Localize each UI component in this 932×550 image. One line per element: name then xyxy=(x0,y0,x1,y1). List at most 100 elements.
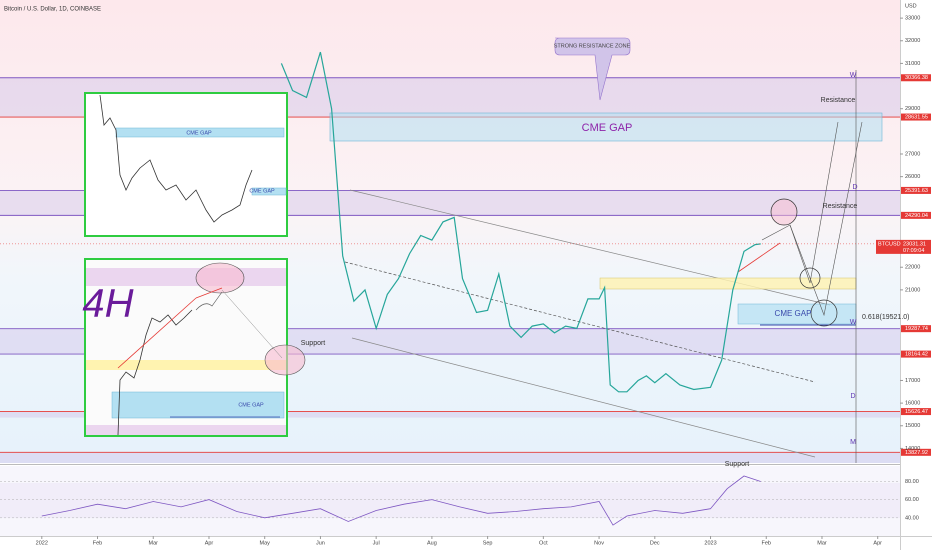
annotation: Resistance xyxy=(821,97,856,104)
y-tick-label: 33000 xyxy=(905,16,920,22)
y-tick-label: 21000 xyxy=(905,287,920,293)
level-tag xyxy=(901,350,931,358)
inset-circle xyxy=(264,344,306,376)
axes-layer: 30366.38 28631.55 25391.63 24290.04 19287.74… xyxy=(0,16,931,546)
chart-title: Bitcoin / U.S. Dollar, 1D, COINBASE xyxy=(4,7,101,13)
level-label: 24290.04 xyxy=(905,213,928,219)
x-tick-label: Feb xyxy=(93,540,102,546)
inset-gap xyxy=(111,391,285,419)
annotation: D xyxy=(850,393,855,400)
x-tick-label: 2022 xyxy=(36,540,48,546)
annotation: Resistance xyxy=(823,203,858,210)
level-tag xyxy=(901,448,931,456)
annotation: STRONG RESISTANCE ZONE xyxy=(554,43,631,49)
level-label: 19287.74 xyxy=(905,326,928,332)
level-label: 25391.63 xyxy=(905,188,928,194)
x-tick-label: Jul xyxy=(373,540,380,546)
annotation: Support xyxy=(301,340,326,347)
yellow-zone xyxy=(599,277,857,290)
y-tick-label: 16000 xyxy=(905,401,920,407)
series-layer xyxy=(0,51,900,393)
y-tick-label: 26000 xyxy=(905,174,920,180)
rsi-tick-label: 80.00 xyxy=(905,479,919,485)
y-tick-label: 27000 xyxy=(905,151,920,157)
inset-label: CME GAP xyxy=(186,130,212,136)
inset-price xyxy=(99,94,253,223)
inset-label: CME GAP xyxy=(238,402,264,408)
inset-label: 4H xyxy=(82,282,133,326)
annotation: M xyxy=(850,439,856,446)
x-tick-label: May xyxy=(260,540,271,546)
inset-arrow xyxy=(221,289,283,359)
x-tick-label: Aug xyxy=(427,540,437,546)
annotation: W xyxy=(850,72,857,79)
y-tick-label: 22000 xyxy=(905,265,920,271)
inset-band xyxy=(86,425,286,435)
x-tick-label: Apr xyxy=(873,540,882,546)
projection-arrow xyxy=(789,121,863,317)
level-tag xyxy=(901,186,931,194)
drawings xyxy=(329,37,883,463)
inset-trend xyxy=(117,297,197,369)
inset-yellow xyxy=(86,360,286,370)
level-label: 18164.42 xyxy=(905,352,928,358)
inset-path xyxy=(195,291,223,311)
retest-circle xyxy=(799,267,821,289)
level-tag xyxy=(901,113,931,121)
inset-frame xyxy=(84,92,288,237)
currency: USD xyxy=(905,3,917,9)
channel-mid xyxy=(344,261,816,383)
level-tag xyxy=(901,211,931,219)
x-tick-label: Mar xyxy=(149,540,159,546)
annotation: 0.618(19521.0) xyxy=(862,314,909,321)
inset-circle xyxy=(195,262,245,294)
x-tick-label: Nov xyxy=(594,540,604,546)
rsi-line xyxy=(41,475,761,526)
inset-price xyxy=(117,309,193,436)
annotation: D xyxy=(852,184,857,191)
rsi-tick-label: 40.00 xyxy=(905,515,919,521)
x-tick-label: Dec xyxy=(650,540,660,546)
symbol-label: BTCUSD xyxy=(878,241,901,247)
level-band xyxy=(0,411,900,418)
x-tick-label: Jun xyxy=(316,540,325,546)
level-tag xyxy=(901,74,931,82)
x-tick-label: Mar xyxy=(817,540,827,546)
y-tick-label: 17000 xyxy=(905,378,920,384)
level-label: 28631.55 xyxy=(905,115,928,121)
inset-bottom xyxy=(84,258,306,437)
level-label: 13827.92 xyxy=(905,450,928,456)
inset-gap xyxy=(251,187,287,196)
annotation: CME GAP xyxy=(775,309,812,318)
x-tick-label: Oct xyxy=(539,540,548,546)
x-tick-label: Apr xyxy=(205,540,214,546)
last-time-label: 07:09:04 xyxy=(903,248,924,254)
annotation: W xyxy=(850,319,857,326)
cme-gap-zone xyxy=(329,112,883,142)
inset-trend xyxy=(195,287,223,299)
annotation: Support xyxy=(725,461,750,468)
rsi-tick-label: 60.00 xyxy=(905,497,919,503)
y-tick-label: 29000 xyxy=(905,106,920,112)
last-price-tag xyxy=(876,239,931,254)
inset-label: CME GAP xyxy=(249,188,275,194)
annotation: CME GAP xyxy=(582,122,633,134)
inset-top xyxy=(84,92,288,237)
level-band xyxy=(0,452,900,463)
projection-arrow xyxy=(761,121,839,284)
y-tick-label: 31000 xyxy=(905,61,920,67)
x-tick-label: 2023 xyxy=(704,540,716,546)
y-tick-label: 14000 xyxy=(905,446,920,452)
last-price-label: 23031.31 xyxy=(903,241,926,247)
retest-circle xyxy=(810,299,838,327)
level-tag xyxy=(901,325,931,333)
rsi-band xyxy=(0,483,900,518)
level-label: 30366.38 xyxy=(905,75,928,81)
y-tick-label: 15000 xyxy=(905,423,920,429)
price-line xyxy=(280,51,761,393)
y-tick-label: 32000 xyxy=(905,38,920,44)
callout xyxy=(554,37,631,101)
x-tick-label: Sep xyxy=(483,540,493,546)
target-circle xyxy=(770,198,798,226)
